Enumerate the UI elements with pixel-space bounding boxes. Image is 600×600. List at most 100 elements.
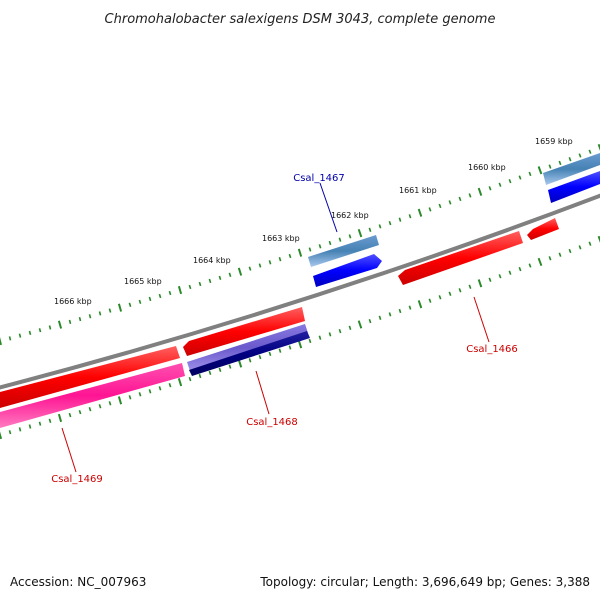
gene-label-csal-1468[interactable]: Csal_1468 xyxy=(246,417,298,428)
major-tick xyxy=(177,285,183,295)
minor-tick xyxy=(148,389,152,394)
major-tick xyxy=(537,166,543,175)
minor-tick xyxy=(438,203,442,209)
gene-csal-1469[interactable] xyxy=(0,363,185,428)
minor-tick xyxy=(338,237,342,242)
minor-tick xyxy=(408,305,412,310)
major-tick xyxy=(57,413,63,423)
minor-tick xyxy=(18,333,22,338)
minor-tick xyxy=(368,318,372,324)
minor-tick xyxy=(268,351,272,357)
minor-tick xyxy=(158,293,162,299)
cds-csal-1465-reverse[interactable] xyxy=(527,218,559,240)
minor-tick xyxy=(588,241,592,246)
accession-text: Accession: NC_007963 xyxy=(10,575,146,589)
minor-tick xyxy=(288,345,292,350)
minor-tick xyxy=(308,338,312,344)
minor-tick xyxy=(468,193,472,198)
minor-tick xyxy=(168,290,172,296)
minor-tick xyxy=(68,412,72,418)
scale-label: 1663 kbp xyxy=(262,234,300,243)
minor-tick xyxy=(578,245,582,250)
scale-label: 1660 kbp xyxy=(468,163,506,172)
major-tick xyxy=(477,187,483,196)
leader-line-csal-1468 xyxy=(255,370,270,415)
minor-tick xyxy=(38,421,42,426)
minor-tick xyxy=(28,424,32,429)
minor-tick xyxy=(448,291,452,296)
minor-tick xyxy=(508,179,512,184)
scale-label: 1661 kbp xyxy=(399,186,437,195)
major-tick xyxy=(357,228,363,238)
minor-tick xyxy=(248,358,252,363)
minor-tick xyxy=(288,253,292,259)
minor-tick xyxy=(188,376,192,382)
scale-label: 1666 kbp xyxy=(54,297,92,306)
minor-tick xyxy=(198,281,202,287)
minor-tick xyxy=(208,278,212,284)
minor-tick xyxy=(168,383,172,388)
minor-tick xyxy=(558,160,562,166)
major-tick xyxy=(57,320,63,329)
minor-tick xyxy=(138,299,142,305)
major-tick xyxy=(597,143,600,151)
minor-tick xyxy=(508,270,512,275)
minor-tick xyxy=(378,315,382,320)
minor-tick xyxy=(348,325,352,330)
minor-tick xyxy=(48,418,52,423)
minor-tick xyxy=(8,430,12,435)
minor-tick xyxy=(528,171,532,177)
cds-csal-1465[interactable] xyxy=(548,171,600,203)
gene-label-csal-1469[interactable]: Csal_1469 xyxy=(51,474,103,485)
major-tick xyxy=(417,300,423,309)
minor-tick xyxy=(128,302,132,307)
gene-label-csal-1466[interactable]: Csal_1466 xyxy=(466,344,518,355)
major-tick xyxy=(237,267,243,276)
minor-tick xyxy=(388,220,392,226)
minor-tick xyxy=(398,217,402,222)
outer-tick-ring xyxy=(0,143,600,346)
minor-tick xyxy=(38,328,42,333)
minor-tick xyxy=(488,277,492,282)
minor-tick xyxy=(438,295,442,300)
gene-csal-1465[interactable] xyxy=(543,153,600,185)
minor-tick xyxy=(328,240,332,246)
gene-csal-1468-b[interactable] xyxy=(189,331,310,376)
minor-tick xyxy=(498,274,502,279)
gene-csal-1468[interactable] xyxy=(187,324,308,371)
cds-csal-1469[interactable] xyxy=(0,346,180,408)
cds-csal-1467[interactable] xyxy=(313,254,382,287)
minor-tick xyxy=(98,404,102,409)
minor-tick xyxy=(278,256,282,262)
major-tick xyxy=(0,336,2,346)
minor-tick xyxy=(158,386,162,391)
minor-tick xyxy=(408,214,412,219)
minor-tick xyxy=(228,364,232,369)
minor-tick xyxy=(258,354,262,360)
minor-tick xyxy=(318,335,322,340)
gene-csal-1467[interactable] xyxy=(308,235,379,267)
minor-tick xyxy=(398,308,402,314)
minor-tick xyxy=(568,157,572,162)
major-tick xyxy=(297,248,303,257)
major-tick xyxy=(477,279,483,288)
minor-tick xyxy=(148,296,152,302)
leader-line-csal-1469 xyxy=(61,427,77,473)
minor-tick xyxy=(258,263,262,268)
minor-tick xyxy=(18,427,22,432)
minor-tick xyxy=(88,407,92,412)
minor-tick xyxy=(428,207,432,212)
major-tick xyxy=(117,303,123,312)
minor-tick xyxy=(448,200,452,205)
cds-csal-1466[interactable] xyxy=(398,231,523,285)
minor-tick xyxy=(488,186,492,191)
minor-tick xyxy=(78,409,82,415)
gene-label-csal-1467[interactable]: Csal_1467 xyxy=(293,173,345,184)
map-title: Chromohalobacter salexigens DSM 3043, co… xyxy=(105,12,496,27)
minor-tick xyxy=(88,314,92,319)
major-tick xyxy=(297,340,303,349)
cds-csal-1468[interactable] xyxy=(183,307,305,356)
minor-tick xyxy=(218,367,222,372)
minor-tick xyxy=(558,252,562,257)
major-tick xyxy=(177,378,183,387)
